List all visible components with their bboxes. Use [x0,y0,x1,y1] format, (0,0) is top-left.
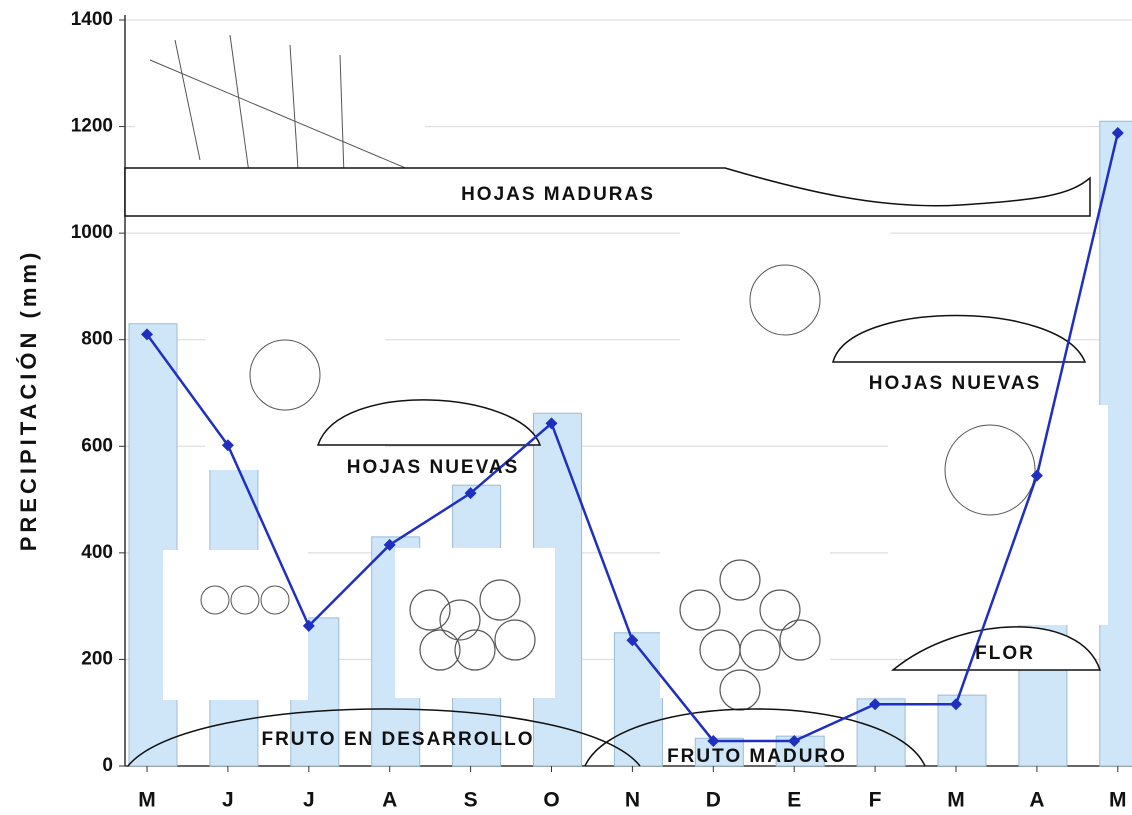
x-tick-label: N [625,789,640,812]
bar [938,695,986,766]
y-tick-label: 200 [81,648,113,669]
y-tick-label: 800 [81,329,113,350]
y-axis-label: PRECIPITACIÓN (mm) [16,249,41,552]
x-tick-label: J [303,789,315,812]
y-tick-label: 600 [81,435,113,456]
x-tick-label: D [706,789,721,812]
annotation: FLOR [975,643,1035,664]
x-tick-label: A [382,789,397,812]
y-tick-label: 1400 [71,9,113,30]
x-tick-label: A [1029,789,1044,812]
y-tick-label: 1200 [71,116,113,137]
x-tick-label: E [787,789,801,812]
x-tick-label: M [947,789,965,812]
x-tick-label: O [543,789,559,812]
x-tick-label: J [222,789,234,812]
chart: PRECIPITACIÓN (mm) 0 200 400 600 800 1000 1200… [0,0,1132,815]
annotation: HOJAS NUEVAS [347,457,520,478]
y-tick-label: 0 [102,755,113,776]
x-tick-label: M [138,789,156,812]
illustration [395,548,555,698]
annotation: FRUTO EN DESARROLLO [261,729,534,750]
y-tick-label: 1000 [71,222,113,243]
page: {"chart_data": { "type": "bar", "y_label… [0,0,1132,815]
x-tick-label: S [464,789,478,812]
annotation: HOJAS NUEVAS [869,373,1042,394]
illustration [888,405,1108,625]
annotation: HOJAS MADURAS [461,184,655,205]
y-tick-label: 400 [81,542,113,563]
annotation: FRUTO MADURO [667,746,847,767]
x-tick-label: M [1109,789,1127,812]
bar [614,633,662,766]
illustration [680,230,890,420]
x-tick-label: F [869,789,882,812]
